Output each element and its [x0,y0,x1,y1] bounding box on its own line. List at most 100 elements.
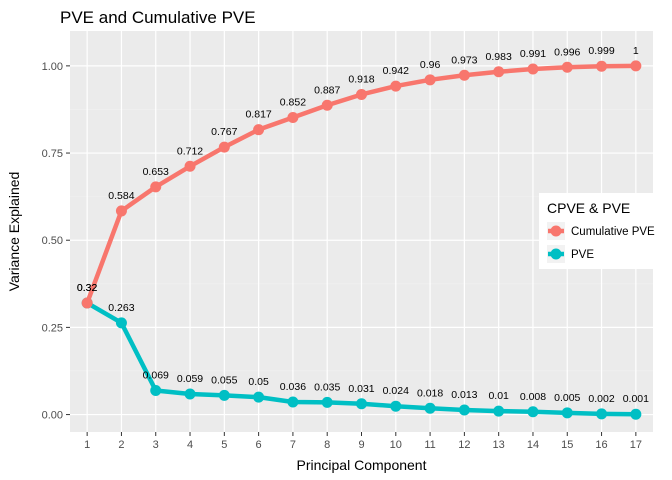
cumulative-pve-data-label: 0.991 [520,48,546,60]
pve-data-label: 0.263 [108,302,134,314]
pve-point [253,391,265,403]
pve-data-label: 0.036 [280,381,306,393]
cumulative-pve-point [356,88,367,100]
pve-data-label: 0.008 [520,391,546,403]
legend-title: CPVE & PVE [547,200,630,216]
x-tick-label: 3 [153,439,159,451]
cumulative-pve-point [561,61,573,73]
pve-data-label: 0.001 [623,393,649,405]
cumulative-pve-point [630,60,642,72]
y-axis-title: Variance Explained [6,172,22,292]
cumulative-pve-data-label: 0.852 [280,96,306,108]
pve-point [527,406,539,418]
y-tick-label: 0.50 [42,235,63,247]
cumulative-pve-point [527,63,539,75]
pve-point [356,398,367,410]
x-tick-label: 17 [630,439,642,451]
y-tick-label: 0.75 [42,148,63,160]
pve-data-label: 0.035 [314,381,340,393]
x-tick-label: 12 [458,439,470,451]
pve-point [561,407,573,419]
cumulative-pve-data-label: 0.712 [177,145,203,157]
cumulative-pve-point [253,124,265,136]
cumulative-pve-point [115,205,127,217]
pve-data-label: 0.031 [348,383,374,395]
pve-point [184,388,196,400]
pve-legend-label: PVE [571,249,594,261]
x-tick-label: 1 [84,439,90,451]
cumulative-pve-data-label: 0.918 [348,73,374,85]
x-tick-label: 5 [221,439,227,451]
cumulative-pve-point [390,80,402,92]
x-tick-label: 2 [118,439,124,451]
cumulative-pve-point [493,66,505,78]
cumulative-pve-data-label: 1 [633,45,639,57]
x-tick-label: 14 [527,439,539,451]
x-tick-label: 7 [290,439,296,451]
pve-point [218,389,230,401]
pve-data-label: 0.005 [554,392,580,404]
x-tick-label: 10 [390,439,402,451]
x-tick-label: 6 [256,439,262,451]
pve-legend-point [550,248,562,260]
pve-point [630,408,642,420]
x-tick-label: 8 [324,439,330,451]
pve-point [287,396,299,408]
cumulative-pve-point [424,74,436,86]
pve-data-label: 0.002 [588,393,614,405]
x-tick-label: 16 [595,439,607,451]
cumulative-pve-point [321,99,333,111]
pve-data-label: 0.069 [143,370,169,382]
legend-items: Cumulative PVE PVE [547,222,655,263]
x-tick-label: 13 [493,439,505,451]
cumulative-pve-point [287,111,299,123]
x-tick-label: 4 [187,439,193,451]
x-tick-label: 15 [561,439,573,451]
pve-data-label: 0.024 [383,385,409,397]
cumulative-pve-data-label: 0.999 [588,45,614,57]
cumulative-pve-data-label: 0.942 [383,65,409,77]
x-axis-title: Principal Component [297,457,427,473]
pve-data-label: 0.32 [77,282,98,294]
cumulative-pve-point [458,69,470,81]
pve-point [115,317,127,329]
cumulative-pve-data-label: 0.983 [486,51,512,63]
y-axis: 0.00 0.25 0.50 0.75 1.00 [42,61,70,422]
cumulative-pve-data-label: 0.96 [420,59,441,71]
pve-data-label: 0.018 [417,387,443,399]
pve-data-label: 0.01 [488,390,509,402]
pve-point [596,408,608,420]
series-layer [81,60,642,420]
major-gridlines [70,31,653,432]
cumulative-pve-data-label: 0.767 [211,126,237,138]
pve-data-label: 0.013 [451,389,477,401]
y-tick-label: 0.00 [42,410,63,422]
cumulative-pve-point [81,297,93,309]
cumulative-pve-point [184,160,196,172]
pve-data-label: 0.059 [177,373,203,385]
cumulative-pve-data-label: 0.996 [554,46,580,58]
pve-data-label: 0.05 [248,376,269,388]
cumulative-pve-point [218,141,230,153]
data-labels: 0.32 0.584 0.653 0.712 0.767 0.817 0.852 0.887 0… [77,45,649,405]
cumulative-pve-data-label: 0.887 [314,84,340,96]
legend: CPVE & PVE Cumulative PVE PVE [539,193,664,269]
cumulative-pve-legend-point [550,225,562,237]
pve-point [424,402,436,414]
pve-point [458,404,470,416]
y-tick-label: 1.00 [42,61,63,73]
x-tick-label: 9 [358,439,364,451]
y-tick-label: 0.25 [42,322,63,334]
cumulative-pve-data-label: 0.653 [143,166,169,178]
chart-title: PVE and Cumulative PVE [60,8,256,27]
pve-point [150,385,162,397]
pve-point [321,396,333,408]
cumulative-pve-data-label: 0.584 [108,190,134,202]
cumulative-pve-point [596,60,608,72]
cumulative-pve-point [150,181,162,193]
cumulative-pve-data-label: 0.973 [451,54,477,66]
x-axis: 1 2 3 4 5 6 7 8 9 10 11 12 13 14 15 16 17 [84,432,642,451]
cumulative-pve-data-label: 0.32 [77,282,98,294]
pve-data-label: 0.055 [211,374,237,386]
